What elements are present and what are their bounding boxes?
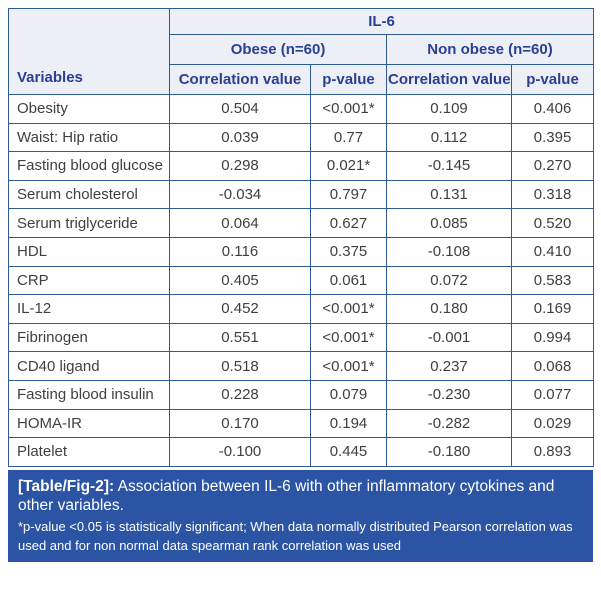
- variable-cell: Fasting blood glucose: [8, 151, 170, 181]
- value-cell: 0.064: [169, 208, 311, 238]
- subheader-correlation-non-obese: Correlation value: [386, 64, 512, 95]
- variable-cell: Fibrinogen: [8, 322, 170, 353]
- value-cell: 0.518: [169, 351, 311, 381]
- figure-container: Variables IL-6 Obese (n=60) Non obese (n…: [8, 8, 595, 562]
- value-cell: <0.001*: [310, 351, 387, 381]
- value-cell: 0.504: [169, 94, 311, 124]
- value-cell: 0.029: [510, 408, 595, 439]
- caption-label: [Table/Fig-2]:: [18, 477, 115, 495]
- variable-cell: CD40 ligand: [8, 351, 170, 381]
- header-row-title: Variables IL-6: [8, 8, 595, 95]
- variable-cell: HOMA-IR: [8, 408, 170, 439]
- value-cell: 0.237: [386, 351, 512, 381]
- subheader-pvalue-obese: p-value: [310, 64, 387, 95]
- value-cell: 0.228: [169, 379, 311, 410]
- value-cell: 0.318: [510, 179, 595, 210]
- table-row: HOMA-IR 0.170 0.194 -0.282 0.029: [8, 408, 595, 439]
- value-cell: 0.039: [169, 122, 311, 153]
- value-cell: -0.230: [386, 379, 512, 410]
- group-header-non-obese: Non obese (n=60): [385, 34, 595, 65]
- value-cell: -0.145: [386, 151, 512, 181]
- value-cell: 0.375: [310, 236, 387, 267]
- value-cell: 0.077: [510, 379, 595, 410]
- value-cell: 0.270: [510, 151, 595, 181]
- value-cell: 0.072: [386, 265, 512, 296]
- variables-column-header: Variables: [8, 8, 170, 95]
- value-cell: 0.797: [310, 179, 387, 210]
- value-cell: 0.021*: [310, 151, 387, 181]
- table-row: Serum cholesterol -0.034 0.797 0.131 0.318: [8, 179, 595, 210]
- value-cell: 0.627: [310, 208, 387, 238]
- value-cell: 0.410: [510, 236, 595, 267]
- value-cell: <0.001*: [310, 294, 387, 324]
- value-cell: 0.405: [169, 265, 311, 296]
- caption-line: [Table/Fig-2]: Association between IL-6 …: [18, 477, 583, 516]
- table-row: HDL 0.116 0.375 -0.108 0.410: [8, 236, 595, 267]
- value-cell: 0.583: [510, 265, 595, 296]
- value-cell: 0.452: [169, 294, 311, 324]
- variable-cell: Waist: Hip ratio: [8, 122, 170, 153]
- variable-cell: CRP: [8, 265, 170, 296]
- variable-cell: Serum triglyceride: [8, 208, 170, 238]
- table-row: Fasting blood glucose 0.298 0.021* -0.145 0.…: [8, 151, 595, 181]
- value-cell: 0.551: [169, 322, 311, 353]
- header-row-groups: Obese (n=60) Non obese (n=60): [9, 34, 595, 65]
- value-cell: -0.108: [386, 236, 512, 267]
- value-cell: 0.994: [510, 322, 595, 353]
- value-cell: -0.180: [386, 437, 512, 467]
- il6-spanning-header: IL-6: [168, 8, 595, 35]
- table-row: Waist: Hip ratio 0.039 0.77 0.112 0.395: [8, 122, 595, 153]
- value-cell: 0.893: [510, 437, 595, 467]
- variable-cell: Platelet: [8, 437, 170, 467]
- value-cell: 0.131: [386, 179, 512, 210]
- variable-cell: Serum cholesterol: [8, 179, 170, 210]
- value-cell: 0.194: [310, 408, 387, 439]
- value-cell: 0.520: [510, 208, 595, 238]
- caption-text: Association between IL-6 with other infl…: [18, 477, 555, 515]
- variable-cell: Fasting blood insulin: [8, 379, 170, 410]
- table-row: CD40 ligand 0.518 <0.001* 0.237 0.068: [8, 351, 595, 381]
- value-cell: 0.068: [510, 351, 595, 381]
- variable-cell: Obesity: [8, 94, 170, 124]
- header-row-subcolumns: Correlation value p-value Correlation va…: [9, 64, 595, 95]
- subheader-pvalue-non-obese: p-value: [510, 64, 595, 95]
- value-cell: 0.109: [386, 94, 512, 124]
- group-header-obese: Obese (n=60): [169, 34, 387, 65]
- table-row: Platelet -0.100 0.445 -0.180 0.893: [8, 437, 595, 467]
- correlation-table: Variables IL-6 Obese (n=60) Non obese (n…: [8, 8, 595, 467]
- value-cell: 0.180: [386, 294, 512, 324]
- table-row: Obesity 0.504 <0.001* 0.109 0.406: [8, 94, 595, 124]
- value-cell: 0.169: [510, 294, 595, 324]
- table-row: Serum triglyceride 0.064 0.627 0.085 0.520: [8, 208, 595, 238]
- caption-footnote: *p-value <0.05 is statistically signific…: [18, 519, 573, 553]
- table-row: CRP 0.405 0.061 0.072 0.583: [8, 265, 595, 296]
- value-cell: -0.034: [169, 179, 311, 210]
- value-cell: 0.170: [169, 408, 311, 439]
- value-cell: <0.001*: [310, 94, 387, 124]
- value-cell: 0.079: [310, 379, 387, 410]
- value-cell: 0.112: [386, 122, 512, 153]
- value-cell: -0.282: [386, 408, 512, 439]
- value-cell: 0.445: [310, 437, 387, 467]
- value-cell: 0.77: [310, 122, 387, 153]
- value-cell: 0.395: [510, 122, 595, 153]
- value-cell: -0.100: [169, 437, 311, 467]
- value-cell: <0.001*: [310, 322, 387, 353]
- variable-cell: IL-12: [8, 294, 170, 324]
- value-cell: 0.116: [169, 236, 311, 267]
- value-cell: 0.298: [169, 151, 311, 181]
- value-cell: -0.001: [386, 322, 512, 353]
- subheader-correlation-obese: Correlation value: [169, 64, 311, 95]
- variable-cell: HDL: [8, 236, 170, 267]
- table-row: Fibrinogen 0.551 <0.001* -0.001 0.994: [8, 322, 595, 353]
- table-row: Fasting blood insulin 0.228 0.079 -0.230 0.0…: [8, 379, 595, 410]
- value-cell: 0.061: [310, 265, 387, 296]
- table-row: IL-12 0.452 <0.001* 0.180 0.169: [8, 294, 595, 324]
- value-cell: 0.406: [510, 94, 595, 124]
- value-cell: 0.085: [386, 208, 512, 238]
- caption-box: [Table/Fig-2]: Association between IL-6 …: [8, 469, 593, 562]
